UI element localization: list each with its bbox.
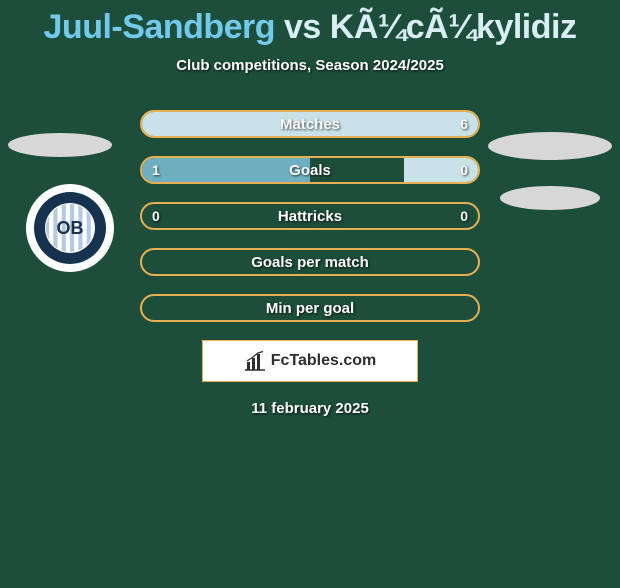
ellipse-top-right: [488, 132, 612, 160]
title-left: Juul-Sandberg: [44, 8, 276, 46]
stat-row: 0 0 Hattricks: [140, 202, 480, 230]
stat-value-right: 6: [460, 116, 468, 132]
page-title: Juul-Sandberg vs KÃ¼cÃ¼kylidiz: [0, 8, 620, 47]
stat-value-right: 0: [460, 208, 468, 224]
title-right: KÃ¼cÃ¼kylidiz: [330, 8, 577, 46]
subtitle: Club competitions, Season 2024/2025: [0, 57, 620, 74]
stat-label: Hattricks: [278, 208, 342, 225]
brand-box: FcTables.com: [202, 340, 418, 382]
stat-label: Min per goal: [266, 300, 354, 317]
date: 11 february 2025: [0, 400, 620, 417]
stat-value-left: 0: [152, 208, 160, 224]
ellipse-top-left: [8, 133, 112, 157]
stat-value-left: 1: [152, 162, 160, 178]
stat-row: 6 Matches: [140, 110, 480, 138]
stat-row: Goals per match: [140, 248, 480, 276]
club-logo-svg: OB: [32, 190, 108, 266]
stat-label: Matches: [280, 116, 340, 133]
stat-fill-left: [142, 158, 310, 182]
svg-text:OB: OB: [57, 218, 84, 238]
stat-value-right: 0: [460, 162, 468, 178]
brand-text: FcTables.com: [271, 352, 377, 370]
title-vs: vs: [275, 8, 330, 46]
stat-label: Goals: [289, 162, 331, 179]
stat-row: Min per goal: [140, 294, 480, 322]
bars-chart-icon: [244, 351, 266, 371]
ellipse-mid-right: [500, 186, 600, 210]
stat-label: Goals per match: [251, 254, 369, 271]
club-logo: OB: [26, 184, 114, 272]
stat-row: 1 0 Goals: [140, 156, 480, 184]
